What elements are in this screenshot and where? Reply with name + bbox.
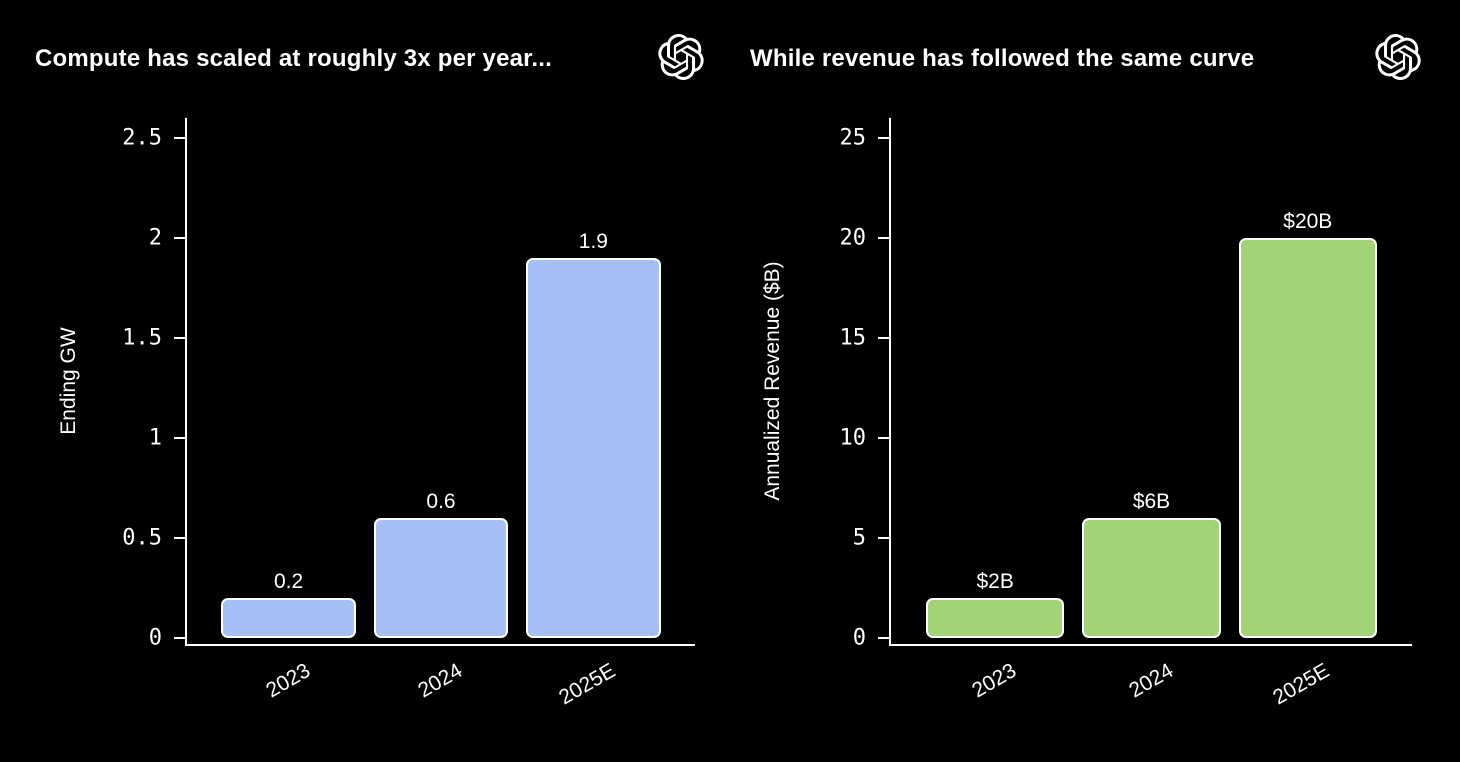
- y-tick-mark: [878, 537, 889, 539]
- y-tick-label: 2: [148, 225, 162, 251]
- y-tick-mark: [878, 337, 889, 339]
- bar-value-label: 0.6: [426, 490, 456, 513]
- bar-2024: [1082, 518, 1221, 638]
- openai-logo-icon: [658, 34, 704, 81]
- y-tick-mark: [174, 537, 185, 539]
- y-tick-label: 20: [839, 225, 867, 251]
- x-tick-label: 2024: [1125, 659, 1177, 703]
- y-tick-mark: [878, 437, 889, 439]
- bar-value-label: $20B: [1283, 210, 1333, 233]
- revenue-chart-title: While revenue has followed the same curv…: [750, 45, 1255, 72]
- bar-value-label: 0.2: [273, 570, 304, 593]
- y-tick-mark: [174, 137, 185, 139]
- y-tick-label: 2.5: [122, 125, 162, 151]
- y-tick-mark: [174, 437, 185, 439]
- bar-2025E: [526, 258, 661, 638]
- bar-value-label: $2B: [976, 570, 1014, 593]
- y-tick-mark: [878, 137, 889, 139]
- bar-2025E: [1238, 238, 1377, 638]
- y-tick-mark: [174, 337, 185, 339]
- x-tick-label: 2023: [262, 659, 315, 703]
- compute-chart-plot: Ending GW 0 0.5 1 1.5 2 2.5 0.2 2023 0.6 2024 1.9 20…: [57, 118, 695, 709]
- y-tick-mark: [174, 237, 185, 239]
- y-tick-label: 25: [839, 125, 867, 151]
- y-tick-mark: [174, 637, 185, 639]
- bar-value-label: $6B: [1132, 490, 1171, 513]
- x-tick-label: 2023: [968, 659, 1021, 703]
- y-tick-label: 5: [852, 525, 866, 551]
- y-tick-label: 0: [852, 625, 866, 651]
- x-tick-label: 2025E: [1269, 659, 1334, 710]
- y-tick-label: 10: [839, 425, 867, 451]
- y-axis-label: Ending GW: [57, 327, 80, 435]
- compute-chart-title: Compute has scaled at roughly 3x per yea…: [35, 45, 552, 72]
- bar-2023: [926, 598, 1065, 638]
- y-tick-mark: [878, 237, 889, 239]
- y-tick-label: 0.5: [122, 525, 162, 551]
- bar-value-label: 1.9: [578, 230, 608, 253]
- x-tick-label: 2025E: [554, 659, 619, 710]
- x-tick-label: 2024: [414, 659, 467, 703]
- y-tick-label: 1.5: [122, 325, 162, 351]
- y-tick-mark: [878, 637, 889, 639]
- y-axis-label: Annualized Revenue ($B): [761, 261, 784, 501]
- y-tick-label: 15: [839, 325, 867, 351]
- bar-2024: [373, 518, 509, 638]
- openai-logo-icon: [1375, 34, 1421, 81]
- bar-2023: [221, 598, 356, 638]
- y-tick-label: 0: [148, 625, 162, 651]
- revenue-chart-plot: Annualized Revenue ($B) 0 5 10 15 20 25 $2B 2023…: [761, 118, 1412, 709]
- y-tick-label: 1: [148, 425, 162, 451]
